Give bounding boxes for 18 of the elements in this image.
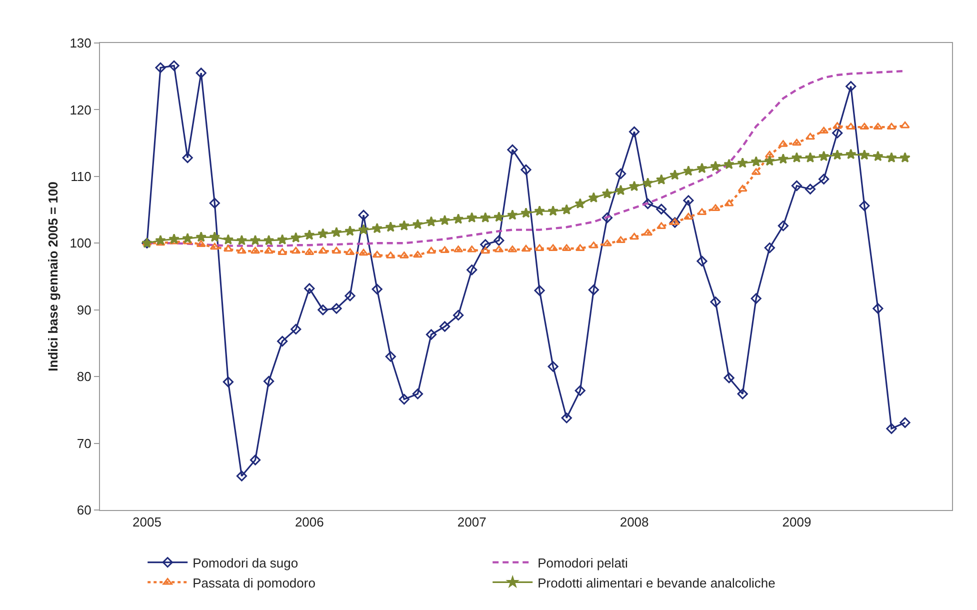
y-tick-label: 100 [70, 236, 92, 251]
y-tick-label: 60 [76, 502, 92, 518]
legend-label: Pomodori pelati [538, 555, 628, 570]
x-tick-label: 2006 [294, 514, 324, 530]
y-tick-label: 90 [76, 302, 92, 318]
legend-label: Pomodori da sugo [192, 555, 298, 570]
y-tick-label: 110 [70, 168, 92, 184]
y-axis-title: Indici base gennaio 2005 = 100 [46, 182, 61, 372]
y-tick-label: 120 [70, 102, 92, 118]
x-tick-label: 2005 [132, 514, 162, 530]
legend-label: Prodotti alimentari e bevande analcoliche [538, 575, 776, 590]
y-tick-label: 70 [76, 436, 92, 451]
y-tick-label: 130 [70, 36, 92, 51]
x-tick-label: 2009 [782, 514, 812, 530]
x-tick-label: 2007 [457, 514, 486, 530]
x-tick-label: 2008 [620, 514, 649, 530]
legend-label: Passata di pomodoro [192, 575, 316, 590]
y-tick-label: 80 [76, 369, 92, 384]
